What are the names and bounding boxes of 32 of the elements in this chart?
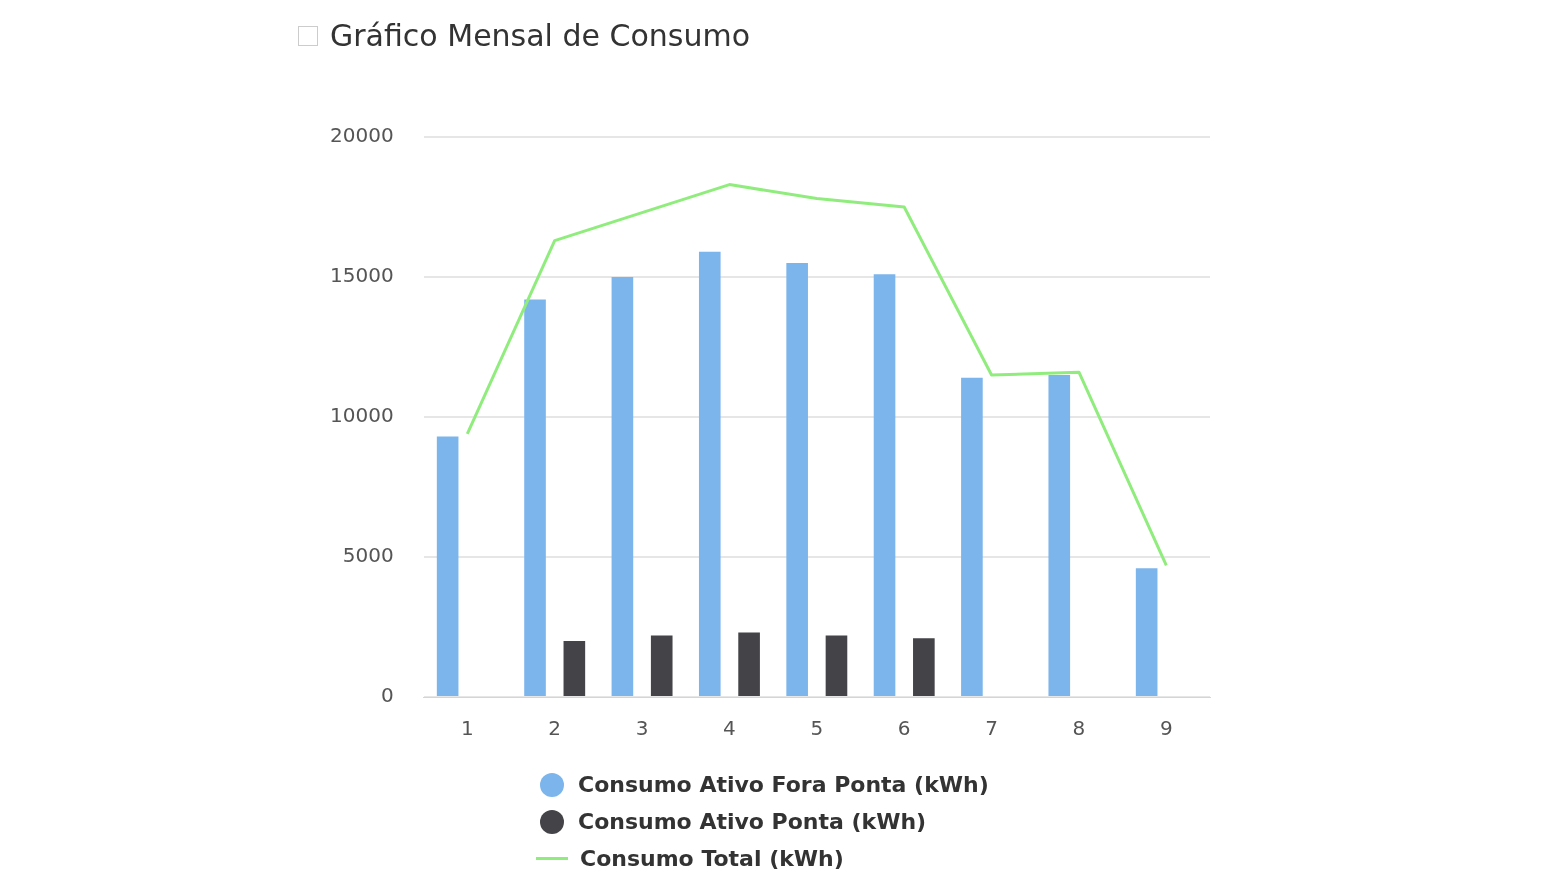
x-tick-label: 5 <box>810 716 824 741</box>
bar <box>913 638 935 696</box>
x-tick-label: 3 <box>635 716 649 741</box>
x-tick-label: 4 <box>723 716 736 741</box>
x-tick-label: 9 <box>1159 716 1173 741</box>
x-tick-label: 6 <box>897 716 911 741</box>
bar <box>873 274 896 696</box>
bar <box>961 377 983 696</box>
x-tick-label: 1 <box>460 716 474 741</box>
bar <box>611 277 634 696</box>
y-tick-label: 15000 <box>330 263 394 288</box>
bar <box>563 641 586 696</box>
legend-label: Consumo Ativo Ponta (kWh) <box>578 809 927 834</box>
bar <box>524 299 546 696</box>
y-tick-label: 20000 <box>330 123 394 148</box>
x-tick-label: 2 <box>548 716 562 741</box>
legend-label: Consumo Ativo Fora Ponta (kWh) <box>578 772 989 797</box>
y-tick-label: 10000 <box>330 403 394 428</box>
bar <box>825 635 848 696</box>
bar <box>786 263 808 696</box>
x-tick-label: 7 <box>985 716 998 741</box>
bar <box>650 635 673 696</box>
bar <box>1135 568 1158 696</box>
chart-title: Gráfico Mensal de Consumo <box>330 18 751 53</box>
x-tick-label: 8 <box>1072 716 1086 741</box>
bar <box>436 436 459 696</box>
bar <box>698 251 721 696</box>
bar <box>738 632 760 696</box>
y-tick-label: 0 <box>380 683 394 708</box>
y-tick-label: 5000 <box>342 543 394 568</box>
legend-label: Consumo Total (kWh) <box>580 846 844 871</box>
bar <box>1048 375 1071 696</box>
